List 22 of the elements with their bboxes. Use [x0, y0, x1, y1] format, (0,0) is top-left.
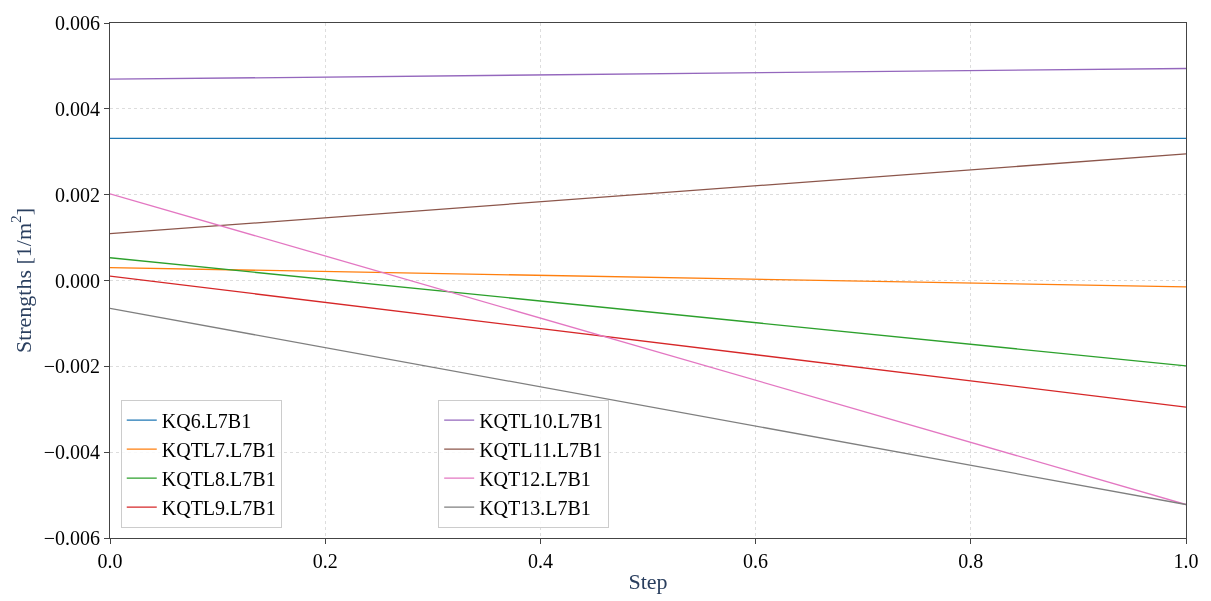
y-tick-label: 0.000	[55, 269, 100, 292]
x-axis-title: Step	[628, 568, 668, 594]
y-tick-label: −0.002	[43, 355, 100, 378]
legend-label: KQTL11.L7B1	[479, 439, 603, 461]
legend-label: KQTL10.L7B1	[479, 410, 604, 432]
legend-label: KQ6.L7B1	[161, 410, 252, 432]
x-tick-label: 0.2	[312, 550, 338, 572]
y-tick-label: −0.006	[43, 527, 100, 549]
x-tick-label: 1.0	[1173, 550, 1199, 572]
y-tick-label: 0.006	[55, 12, 100, 34]
y-tick-label: −0.004	[43, 441, 100, 464]
x-tick-label: 0.6	[743, 550, 769, 572]
y-tick-label: 0.004	[55, 97, 100, 120]
legend-label: KQTL8.L7B1	[161, 468, 276, 490]
x-tick-label: 0.4	[527, 550, 553, 572]
y-tick-label: 0.002	[55, 183, 100, 206]
x-tick-label: 0.0	[97, 550, 123, 572]
legend-label: KQT13.L7B1	[479, 497, 591, 519]
x-tick-label: 0.8	[958, 550, 984, 572]
legend-label: KQTL9.L7B1	[161, 497, 276, 519]
legend-label: KQTL7.L7B1	[161, 439, 276, 461]
legend-label: KQT12.L7B1	[479, 468, 591, 490]
